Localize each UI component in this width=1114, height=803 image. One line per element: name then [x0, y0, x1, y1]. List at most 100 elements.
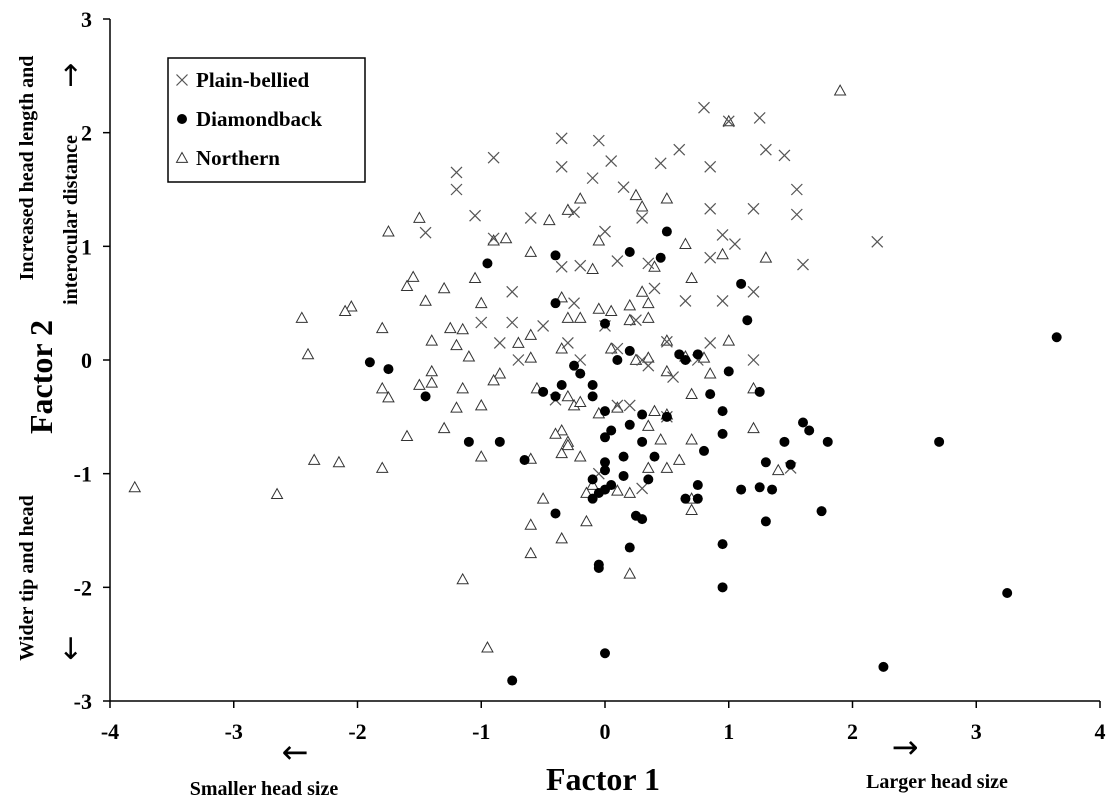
- data-point-diamondback: [550, 250, 561, 261]
- data-point-diamondback: [494, 436, 505, 447]
- data-point-diamondback: [717, 582, 728, 593]
- data-point-diamondback: [624, 419, 635, 430]
- data-point-northern: [462, 350, 476, 362]
- data-point-diamondback: [717, 406, 728, 417]
- data-point-northern: [456, 572, 470, 585]
- data-point-plain-bellied: [698, 101, 710, 114]
- x-annotation-left: Smaller head size: [190, 778, 339, 800]
- data-point-northern: [759, 251, 773, 263]
- data-point-plain-bellied: [648, 282, 661, 295]
- data-point-northern: [561, 438, 575, 451]
- arrow-left-icon: ←: [282, 733, 309, 771]
- data-point-plain-bellied: [617, 181, 630, 194]
- data-point-diamondback: [463, 436, 474, 447]
- data-point-diamondback: [692, 493, 703, 504]
- data-point-diamondback: [550, 508, 561, 519]
- data-point-diamondback: [612, 355, 623, 365]
- data-point-plain-bellied: [747, 202, 760, 215]
- data-point-northern: [128, 480, 142, 493]
- data-point-northern: [375, 321, 389, 334]
- data-point-plain-bellied: [716, 294, 729, 307]
- data-point-plain-bellied: [555, 260, 568, 273]
- data-point-plain-bellied: [704, 251, 717, 264]
- data-point-diamondback: [680, 493, 691, 504]
- data-point-northern: [307, 453, 321, 465]
- data-point-plain-bellied: [599, 225, 611, 238]
- y-tick-label: -3: [74, 689, 92, 714]
- data-point-diamondback: [754, 386, 765, 397]
- data-point-northern: [641, 311, 655, 323]
- data-point-northern: [536, 492, 550, 504]
- data-point-diamondback: [1051, 332, 1062, 343]
- data-point-northern: [623, 313, 637, 326]
- y-tick-label: 0: [81, 348, 92, 373]
- data-point-diamondback: [600, 432, 610, 443]
- data-point-plain-bellied: [871, 235, 884, 248]
- data-point-northern: [641, 296, 655, 309]
- data-point-plain-bellied: [729, 238, 741, 250]
- y-annotation-top-line2: interocular distance: [60, 135, 82, 305]
- x-tick-label: 3: [971, 719, 982, 744]
- data-point-diamondback: [699, 445, 709, 456]
- data-point-diamondback: [606, 480, 617, 491]
- data-point-northern: [456, 381, 470, 394]
- data-point-northern: [493, 367, 507, 379]
- data-point-plain-bellied: [673, 143, 686, 156]
- data-point-northern: [338, 304, 352, 317]
- data-point-northern: [301, 347, 315, 360]
- data-point-diamondback: [600, 465, 610, 476]
- data-point-northern: [295, 311, 309, 323]
- data-point-plain-bellied: [568, 206, 580, 219]
- data-point-plain-bellied: [667, 371, 679, 383]
- data-point-diamondback: [717, 428, 728, 439]
- data-point-diamondback: [754, 482, 765, 493]
- data-point-northern: [450, 338, 463, 351]
- data-point-northern: [561, 389, 575, 402]
- data-point-plain-bellied: [487, 151, 500, 164]
- data-point-diamondback: [822, 436, 833, 447]
- data-point-northern: [580, 486, 593, 498]
- data-point-northern: [716, 247, 729, 260]
- data-point-northern: [419, 294, 432, 306]
- data-point-diamondback: [643, 474, 654, 485]
- data-point-northern: [499, 231, 513, 244]
- data-point-diamondback: [661, 226, 672, 237]
- data-point-northern: [425, 364, 439, 377]
- data-point-northern: [375, 461, 389, 473]
- x-tick-label: 2: [847, 719, 858, 744]
- data-point-northern: [573, 192, 587, 204]
- data-point-plain-bellied: [704, 160, 717, 173]
- data-point-northern: [685, 503, 698, 515]
- data-point-northern: [573, 450, 587, 462]
- data-point-northern: [648, 404, 661, 417]
- data-point-northern: [524, 245, 538, 257]
- data-point-diamondback: [637, 514, 648, 525]
- data-point-northern: [580, 514, 593, 527]
- data-point-plain-bellied: [636, 211, 649, 224]
- legend-label-northern: Northern: [196, 146, 280, 170]
- data-point-diamondback: [760, 516, 771, 527]
- data-point-northern: [375, 381, 389, 394]
- data-point-northern: [400, 279, 414, 292]
- data-point-diamondback: [507, 675, 518, 686]
- data-point-diamondback: [420, 391, 431, 402]
- data-point-plain-bellied: [568, 297, 580, 310]
- data-points: [128, 84, 1062, 686]
- data-point-northern: [524, 351, 538, 363]
- data-point-northern: [524, 328, 538, 340]
- legend-marker-diamondback: [177, 114, 187, 124]
- data-point-northern: [592, 302, 606, 314]
- data-point-northern: [413, 378, 426, 390]
- data-point-plain-bellied: [512, 354, 525, 366]
- data-point-northern: [555, 290, 569, 303]
- data-point-diamondback: [587, 391, 598, 402]
- data-point-northern: [456, 322, 470, 335]
- data-point-diamondback: [624, 247, 635, 258]
- data-point-diamondback: [742, 315, 753, 326]
- data-point-northern: [722, 334, 736, 346]
- data-point-diamondback: [600, 318, 610, 329]
- data-point-plain-bellied: [716, 229, 729, 241]
- data-point-northern: [474, 296, 488, 309]
- data-point-plain-bellied: [537, 319, 550, 332]
- data-point-plain-bellied: [642, 359, 655, 372]
